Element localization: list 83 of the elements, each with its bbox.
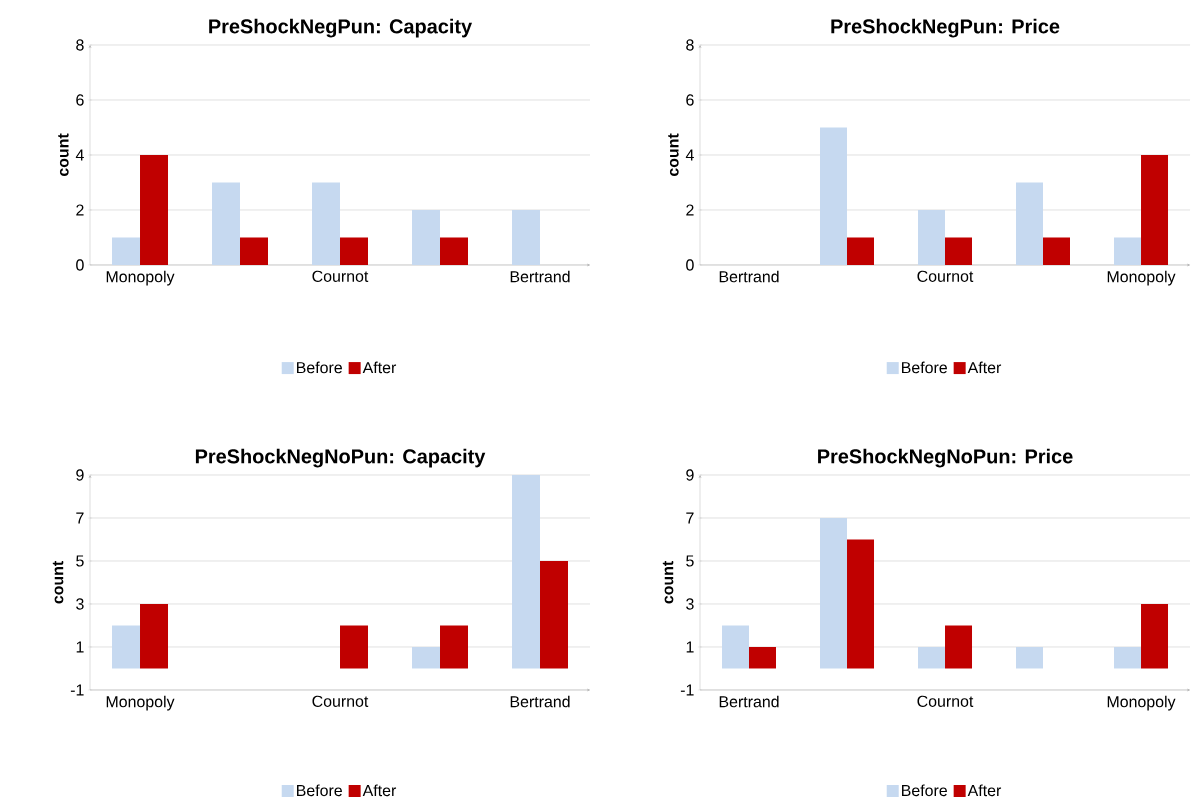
bar — [312, 182, 341, 265]
bar — [240, 237, 269, 265]
bar — [847, 237, 875, 265]
bar — [340, 237, 369, 265]
chart-title: PreShockNegPun: Price — [831, 18, 1060, 38]
x-tick-label: Bertrand — [719, 695, 779, 708]
bar — [112, 237, 141, 265]
x-tick-label: Cournot — [917, 270, 974, 282]
chart-title: PreShockNegPun: Capacity — [209, 18, 473, 38]
y-tick-label: 7 — [76, 512, 84, 524]
x-tick-label: Cournot — [312, 695, 369, 707]
bar — [918, 209, 946, 265]
y-tick-label: -1 — [680, 684, 694, 696]
x-tick-label: Monopoly — [1107, 695, 1176, 711]
x-tick-label: Bertrand — [719, 270, 779, 283]
bar — [918, 646, 946, 669]
bar — [820, 517, 848, 669]
x-tick-label: Bertrand — [510, 695, 570, 708]
y-axis-title: count — [52, 560, 64, 604]
y-tick-label: 2 — [76, 204, 84, 216]
y-tick-label: 8 — [686, 39, 694, 51]
bar — [412, 646, 441, 669]
x-tick-label: Cournot — [917, 695, 974, 707]
bar — [1016, 182, 1044, 265]
bar — [945, 625, 973, 669]
bar — [1114, 646, 1142, 669]
bar — [722, 625, 750, 669]
bar — [945, 237, 973, 265]
bar — [1043, 237, 1071, 265]
y-tick-label: 8 — [76, 39, 84, 51]
y-axis-title: count — [662, 560, 674, 604]
y-axis-title: count — [668, 133, 679, 177]
y-tick-label: 9 — [76, 469, 84, 481]
bar — [540, 560, 569, 669]
bar — [749, 646, 777, 669]
x-tick-label: Monopoly — [106, 270, 175, 286]
bar — [1141, 154, 1169, 265]
bar — [1114, 237, 1142, 265]
y-tick-label: 1 — [686, 641, 694, 653]
y-tick-label: 9 — [686, 469, 694, 481]
y-tick-label: 7 — [686, 512, 694, 524]
legend-label: After — [362, 784, 397, 797]
y-tick-label: 0 — [686, 259, 694, 271]
x-tick-label: Monopoly — [106, 695, 175, 711]
y-tick-label: 3 — [76, 598, 84, 610]
x-tick-label: Monopoly — [1107, 270, 1176, 286]
bar — [512, 209, 541, 265]
y-tick-label: 6 — [686, 94, 694, 106]
x-tick-label: Bertrand — [510, 270, 570, 283]
y-tick-label: 5 — [686, 555, 694, 567]
legend-label: After — [967, 784, 1002, 797]
legend-label: After — [967, 361, 1002, 374]
y-tick-label: 4 — [685, 149, 694, 161]
bar — [512, 474, 541, 669]
bar — [820, 127, 848, 265]
bar — [440, 625, 469, 669]
bar — [212, 182, 241, 265]
bar — [440, 237, 469, 265]
y-tick-label: 5 — [76, 555, 84, 567]
bar — [112, 625, 141, 669]
chart-title: PreShockNegNoPun: Capacity — [195, 448, 486, 468]
y-tick-label: 1 — [76, 641, 84, 653]
y-tick-label: 3 — [686, 598, 694, 610]
y-tick-label: 4 — [75, 149, 84, 161]
legend-label: Before — [902, 361, 947, 374]
legend-label: After — [362, 361, 397, 374]
y-tick-label: -1 — [70, 684, 84, 696]
bar — [340, 625, 369, 669]
bar — [140, 154, 169, 265]
legend-label: Before — [902, 784, 947, 797]
bar — [1141, 603, 1169, 669]
y-tick-label: 2 — [686, 204, 694, 216]
y-tick-label: 6 — [76, 94, 84, 106]
bar — [140, 603, 169, 669]
bar — [412, 209, 441, 265]
bar — [847, 539, 875, 669]
y-axis-title: count — [58, 133, 69, 177]
chart-title: PreShockNegNoPun: Price — [818, 448, 1073, 468]
legend-label: Before — [297, 784, 342, 797]
x-tick-label: Cournot — [312, 270, 369, 282]
bar — [1016, 646, 1044, 669]
y-tick-label: 0 — [76, 259, 84, 271]
legend-label: Before — [297, 361, 342, 374]
